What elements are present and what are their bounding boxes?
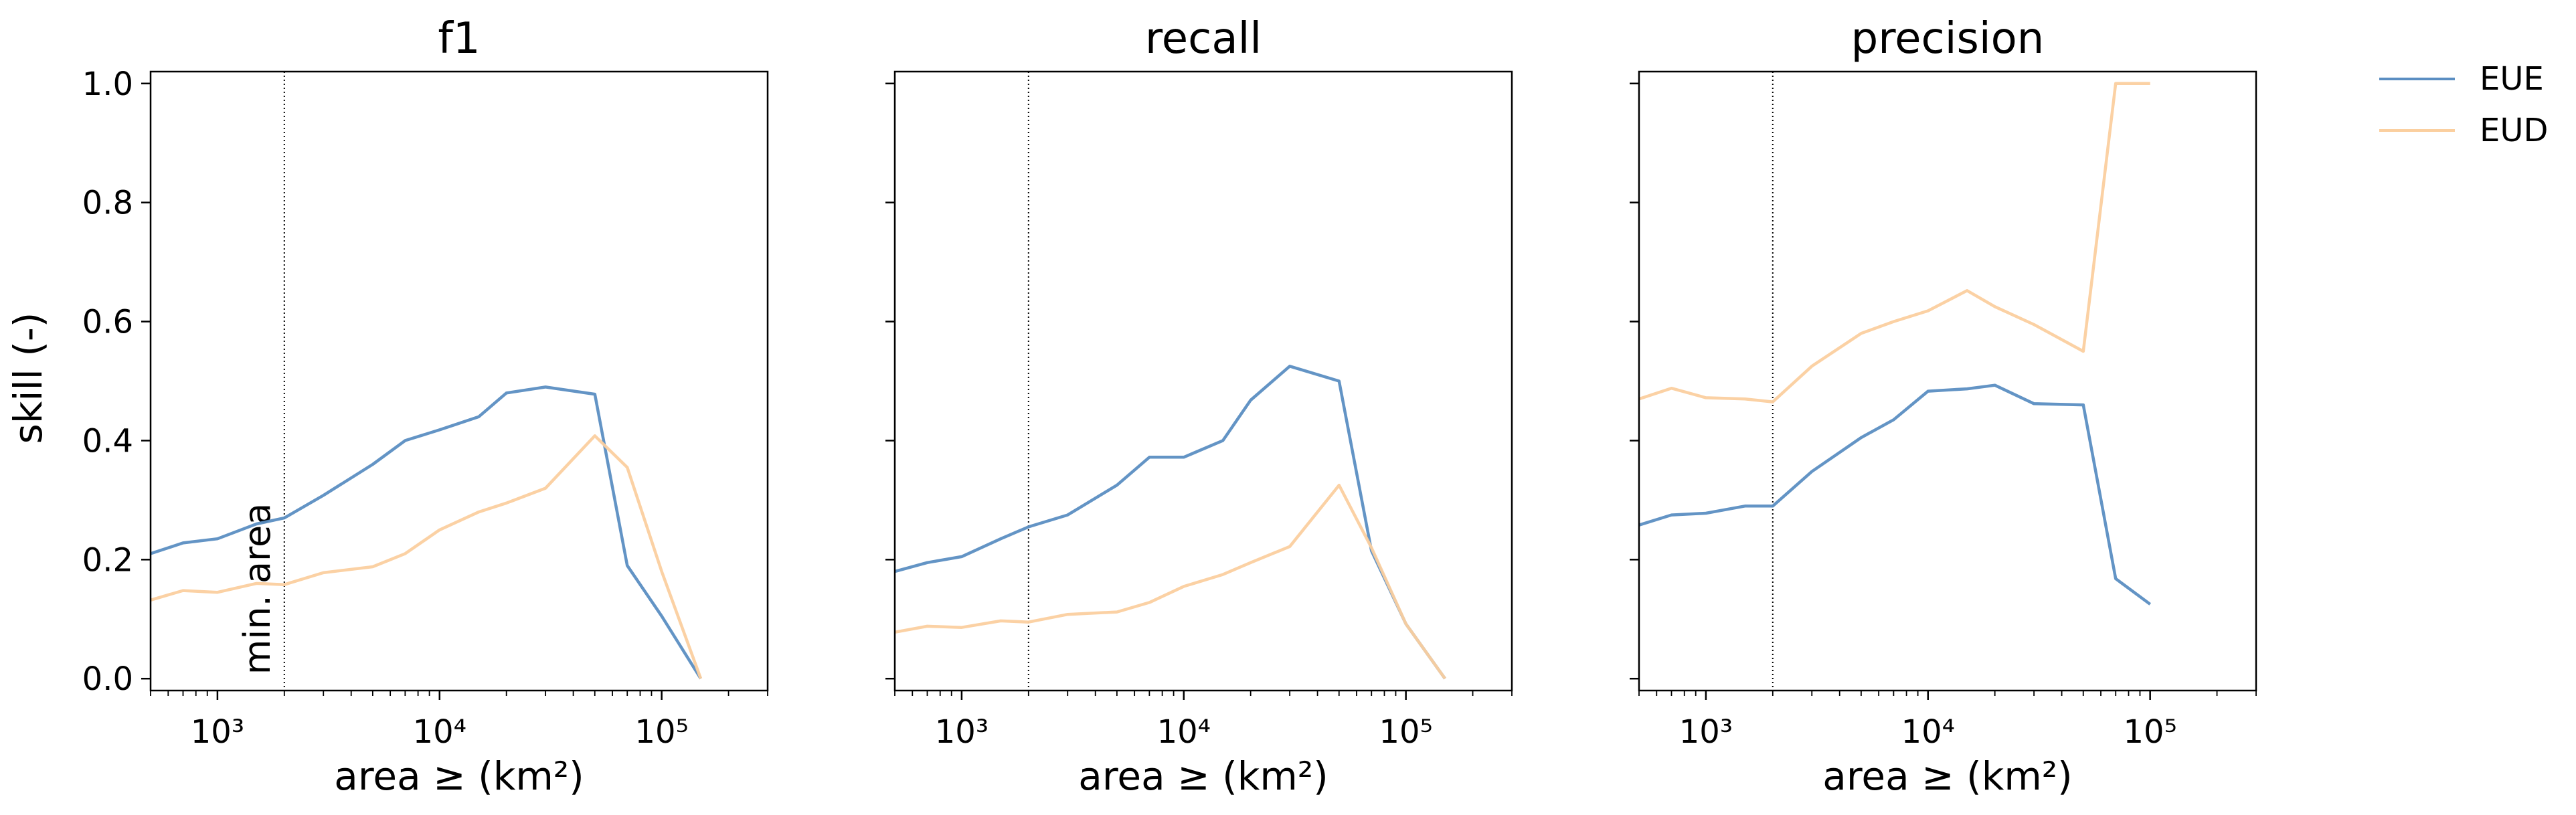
x-axis-label: area ≥ (km²) (1822, 753, 2072, 799)
y-tick-label: 0.2 (82, 541, 133, 579)
y-tick-label: 1.0 (82, 66, 133, 103)
panel-2: recall area ≥ (km²) 10³ 10⁴ 10⁵ (885, 14, 1513, 799)
y-tick-label: 0.0 (82, 660, 133, 698)
x-tick-label: 10⁴ (1901, 713, 1955, 751)
x-axis-label: area ≥ (km²) (334, 753, 584, 799)
panel-3: precision area ≥ (km²) 10³ 10⁴ 10⁵ (1630, 14, 2257, 799)
x-tick-label: 10³ (191, 713, 244, 751)
legend-label-eue: EUE (2480, 60, 2544, 98)
panel-title: precision (1851, 14, 2045, 64)
x-tick-label: 10⁴ (413, 713, 466, 751)
x-tick-label: 10³ (1679, 713, 1733, 751)
legend-label-eud: EUD (2480, 112, 2548, 149)
min-area-label: min. area (236, 503, 278, 675)
x-tick-label: 10⁵ (2123, 713, 2176, 751)
x-tick-label: 10⁵ (1379, 713, 1432, 751)
x-tick-label: 10⁵ (634, 713, 688, 751)
y-tick-label: 0.4 (82, 422, 133, 460)
series-line-eud (1638, 82, 2150, 403)
axes-frame (149, 70, 769, 692)
axes-frame (1638, 70, 2257, 692)
x-tick-label: 10⁴ (1157, 713, 1211, 751)
series-line-eud (150, 434, 703, 679)
axes-frame (893, 70, 1513, 692)
series-line-eue (1638, 383, 2152, 606)
panel-title: recall (1145, 14, 1262, 64)
x-axis-label: area ≥ (km²) (1078, 753, 1328, 799)
y-axis-label: skill (-) (5, 312, 51, 444)
x-tick-label: 10³ (935, 713, 989, 751)
panel-title: f1 (438, 14, 480, 64)
y-tick-label: 0.6 (82, 304, 133, 341)
series-line-eue (150, 385, 703, 680)
y-tick-label: 0.8 (82, 185, 133, 222)
series-line-eud (894, 483, 1446, 680)
legend: EUE EUD (2379, 60, 2548, 149)
panel-1: f1 area ≥ (km²) 0.0 0.2 0.4 0.6 0.8 1.0 10³ 10⁴ 10… (82, 14, 769, 799)
series-line-eue (894, 365, 1446, 680)
